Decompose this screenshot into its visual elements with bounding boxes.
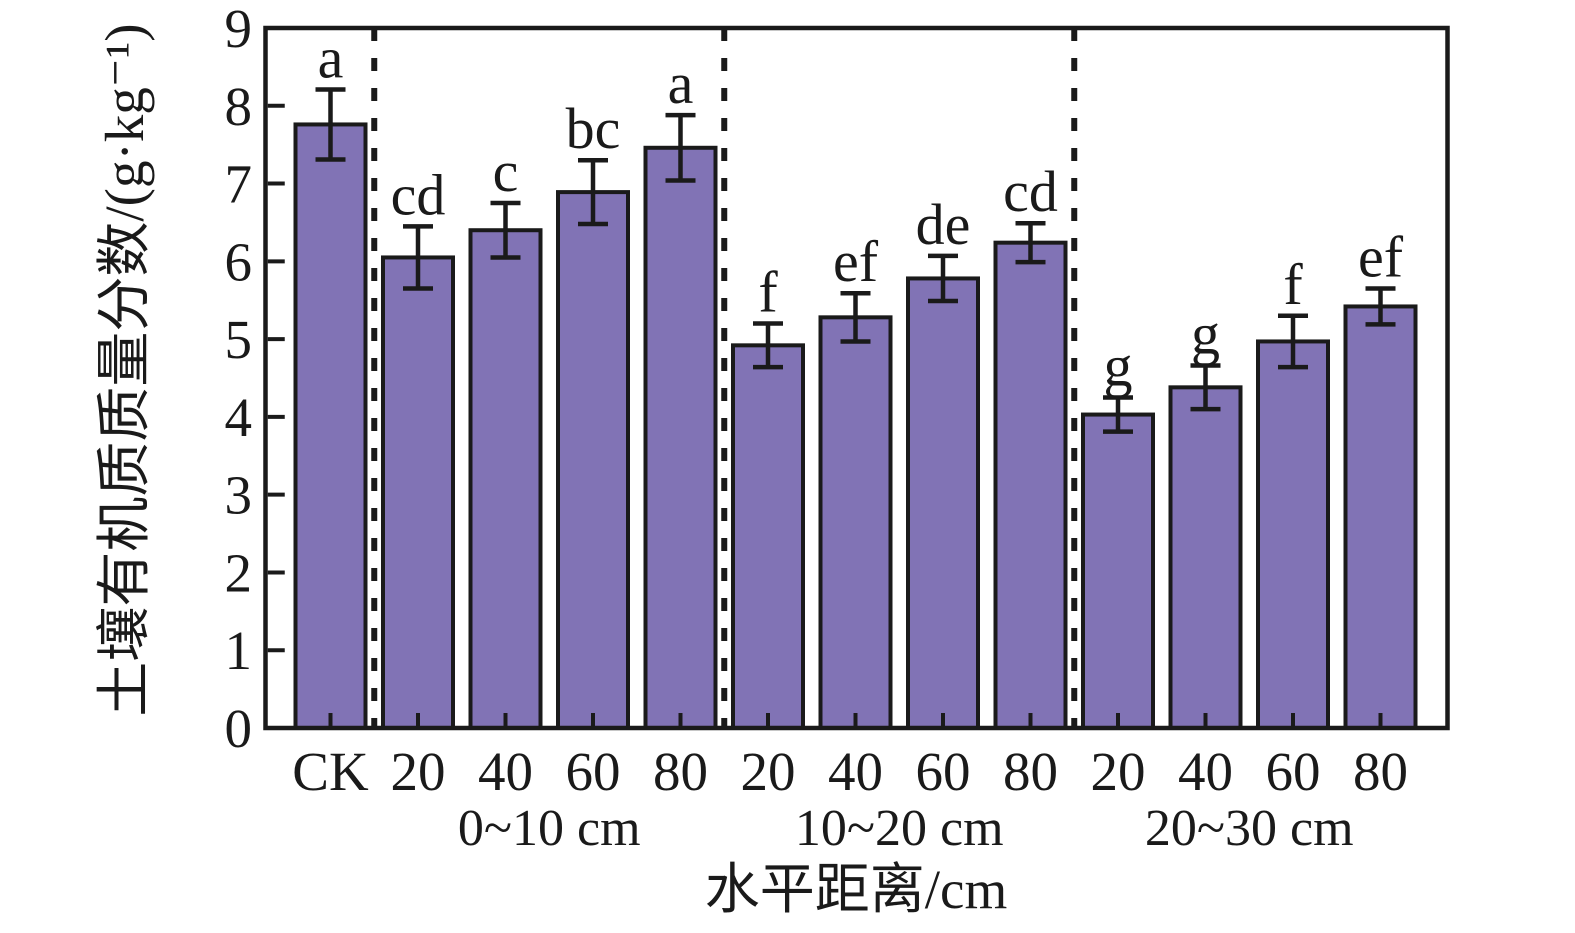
bar [468,228,543,730]
y-tick-label: 0 [225,698,253,759]
bar [731,343,805,730]
significance-letter: bc [566,96,621,161]
significance-letter: c [493,139,519,204]
y-tick-label: 2 [225,542,253,603]
y-tick-label: 3 [225,465,253,526]
bar [906,276,980,730]
y-tick-label: 7 [225,154,253,215]
x-tick-label: 80 [653,741,708,802]
x-tick-label: 80 [1003,741,1058,802]
y-tick-label: 9 [225,0,253,59]
x-tick-label: 20 [741,741,796,802]
x-tick-label: 20 [1091,741,1146,802]
x-axis-title: 水平距离/cm [705,859,1007,920]
significance-letter: g [1104,333,1133,398]
group-label: 20~30 cm [1145,800,1354,857]
significance-letter: g [1191,302,1220,367]
bar [1081,412,1155,730]
plot-border [263,25,1450,731]
bar [293,122,368,730]
group-label: 0~10 cm [458,800,641,857]
significance-letter: a [668,51,694,116]
bar [556,190,630,731]
x-tick-label: CK [292,741,369,802]
x-tick-label: 60 [916,741,971,802]
group-label: 10~20 cm [795,800,1004,857]
x-tick-label: 60 [566,741,621,802]
bar [818,315,893,730]
significance-letter: ef [1358,225,1404,290]
labels-layer: aCKcd20c40bc60a80f20ef40de60cd80g20g40f6… [225,0,1409,857]
significance-letter: cd [391,162,446,227]
bars-layer [293,87,1418,731]
x-tick-label: 40 [478,741,533,802]
x-tick-label: 60 [1266,741,1321,802]
y-tick-label: 5 [225,309,253,370]
x-tick-label: 40 [1178,741,1233,802]
y-tick-label: 1 [225,620,253,681]
bar [993,240,1068,731]
x-tick-label: 80 [1353,741,1408,802]
bar [1168,385,1243,730]
significance-letter: de [916,192,971,257]
y-axis-title: 土壤有机质质量分数/(g·kg⁻¹) [94,23,155,716]
bar [1343,304,1418,730]
bar [643,145,718,730]
x-tick-label: 20 [391,741,446,802]
axes-layer [263,25,1450,731]
significance-letter: f [758,260,778,325]
y-tick-label: 4 [225,387,253,448]
bar [381,255,455,730]
y-tick-label: 8 [225,76,253,137]
bar [1256,339,1330,730]
significance-letter: f [1283,252,1303,317]
significance-letter: cd [1003,159,1058,224]
y-tick-label: 6 [225,231,253,292]
significance-letter: ef [833,229,879,294]
significance-letter: a [318,25,344,90]
x-tick-label: 40 [828,741,883,802]
